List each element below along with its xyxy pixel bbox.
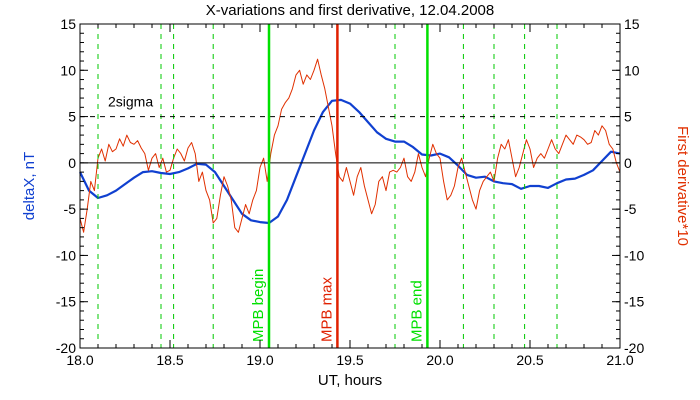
y-tick-label-left: -5 — [64, 201, 77, 217]
series-line-deltax — [79, 98, 621, 225]
y-tick-label-right: -20 — [624, 340, 644, 356]
y-tick-label-right: -10 — [624, 247, 644, 263]
y-axis-label-right: First derivative*10 — [674, 126, 691, 246]
sigma-label: 2sigma — [108, 94, 153, 110]
y-tick-label-left: 0 — [68, 155, 76, 171]
x-tick-label: 20.0 — [426, 352, 453, 368]
y-tick-label-right: 5 — [624, 109, 632, 125]
x-tick-label: 21.0 — [606, 352, 633, 368]
y-tick-label-right: -15 — [624, 294, 644, 310]
y-tick-label-right: 10 — [624, 62, 640, 78]
axes-layer: 18.0 18.5 19.0 19.5 20.0 20.5 21.0 15 15 10 10 5 5 0 0… — [56, 16, 645, 368]
y-tick-label-left: -10 — [56, 247, 76, 263]
x-tick-label: 18.0 — [66, 352, 93, 368]
series-line-derivative — [79, 58, 621, 233]
x-tick-label: 19.0 — [246, 352, 273, 368]
y-tick-label-right: 0 — [624, 155, 632, 171]
y-tick-label-right: 15 — [624, 16, 640, 32]
y-tick-label-left: 15 — [60, 16, 76, 32]
x-tick-label: 19.5 — [336, 352, 363, 368]
y-tick-label-left: -15 — [56, 294, 76, 310]
y-axis-label-left: deltaX, nT — [21, 152, 38, 220]
event-marker-label: MPB begin — [250, 269, 267, 342]
chart-title: X-variations and first derivative, 12.04… — [206, 2, 495, 19]
event-marker-label: MPB end — [408, 280, 425, 342]
x-axis-label: UT, hours — [318, 372, 382, 389]
y-tick-label-left: 5 — [68, 109, 76, 125]
series-layer — [79, 58, 621, 233]
y-tick-label-right: -5 — [624, 201, 637, 217]
x-tick-label: 18.5 — [156, 352, 183, 368]
x-tick-label: 20.5 — [516, 352, 543, 368]
y-tick-label-left: -20 — [56, 340, 76, 356]
y-tick-label-left: 10 — [60, 62, 76, 78]
event-marker-label: MPB max — [318, 276, 335, 342]
reference-lines-layer: 2sigma MPB begin MPB max MPB end — [80, 24, 620, 348]
